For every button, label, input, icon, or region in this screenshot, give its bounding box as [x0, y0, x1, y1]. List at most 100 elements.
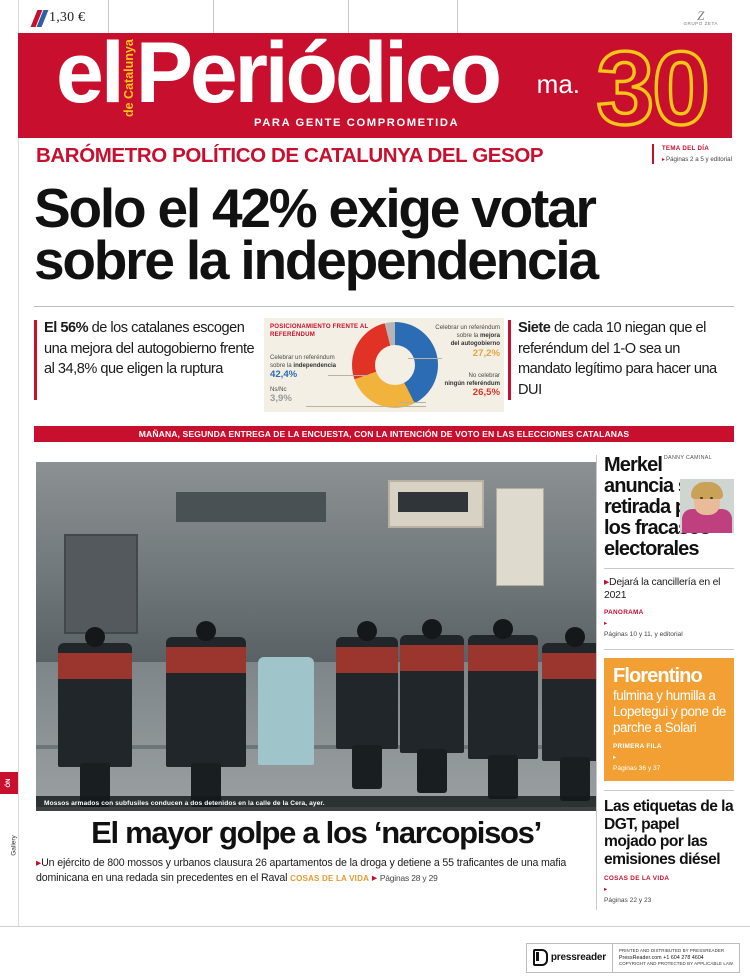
tema-label: TEMA DEL DÍA [661, 145, 710, 152]
photo-credit: DANNY CAMINAL [663, 455, 712, 461]
chart-label-autogobierno-bold: mejora [480, 332, 500, 340]
price-value: 1,30 € [49, 10, 86, 25]
bullet-triangle-icon: ▸ [371, 871, 378, 884]
rail-item-florentino[interactable]: Florentino fulmina y humilla a Lopetegui… [604, 658, 734, 781]
photo-caption: Mossos armados con subfusiles conducen a… [36, 796, 596, 811]
pressreader-badge: pressreader PRINTED AND DISTRIBUTED BY P… [525, 943, 740, 973]
summary-right: Siete de cada 10 niegan que el referéndu… [508, 318, 734, 400]
photo-officer [542, 627, 596, 801]
lead-headline-line-2: sobre la independencia [34, 229, 599, 291]
photo-caption-text: Mossos armados con subfusiles conducen a… [44, 800, 325, 807]
pressreader-brand: pressreader [550, 952, 606, 964]
rail-dgt-pages: ▸ Páginas 22 y 23 [604, 885, 734, 905]
summary-right-text: Siete de cada 10 niegan que el referéndu… [518, 320, 717, 398]
chart-value-nsnc: 3,9% [270, 393, 292, 405]
leader-line-ninguno [398, 402, 426, 403]
rail-florentino-meta: PRIMERA FILA ▸ Páginas 36 y 37 [613, 742, 726, 773]
leader-line-independencia [328, 375, 368, 376]
bottom-story-subhead-text: Un ejército de 800 mossos y urbanos clau… [36, 857, 567, 884]
chart-label-ningun-l1: No celebrar [468, 372, 501, 379]
rail-rule [604, 790, 734, 791]
pressreader-line-3: COPYRIGHT AND PROTECTED BY APPLICABLE LA… [618, 961, 733, 966]
photo-officer [58, 627, 132, 807]
masthead: el de Catalunya Periódico PARA GENTE COM… [18, 33, 732, 135]
tema-del-dia-box[interactable]: TEMA DEL DÍA Páginas 2 a 5 y editorial [651, 144, 732, 164]
photo-awning [176, 492, 326, 522]
donut-chart [352, 322, 438, 408]
lightning-bolt-icon [30, 9, 49, 27]
bullet-triangle-icon: ▸ [604, 886, 608, 893]
bottom-story-headline: El mayor golpe a los ‘narcopisos’ [91, 815, 542, 850]
photo-window [64, 534, 138, 634]
lead-kicker-row: BARÓMETRO POLÍTICO DE CATALUNYA DEL GESO… [18, 144, 732, 170]
pressreader-p-icon [532, 949, 548, 967]
chart-label-independencia-l1: Celebrar un referéndum [270, 354, 335, 361]
pressreader-line-2: PressReader.com +1 604 278 4604 [618, 954, 704, 961]
rail-merkel-meta: PANORAMA ▸ Páginas 10 y 11, y editorial [604, 608, 734, 639]
edge-tab[interactable]: ÓN [0, 772, 18, 794]
rail-item-merkel[interactable]: Merkel anuncia su retirada por los fraca… [604, 455, 734, 639]
leader-line-autogobierno [408, 358, 442, 359]
chart-label-autogobierno: Celebrar un referéndum sobre la mejora d… [408, 324, 500, 358]
photo-curb [36, 745, 596, 749]
rail-rule [604, 568, 734, 569]
pressreader-line-1: PRINTED AND DISTRIBUTED BY PRESSREADER [618, 948, 725, 953]
bottom-story: El mayor golpe a los ‘narcopisos’ ▸Un ej… [36, 816, 596, 886]
masthead-logo: el de Catalunya Periódico [56, 33, 502, 123]
rail-merkel-section[interactable]: PANORAMA [604, 609, 644, 616]
rail-merkel-pages: ▸ Páginas 10 y 11, y editorial [604, 619, 734, 639]
masthead-word-periodico: Periódico [135, 33, 502, 121]
lead-headline-line-1: Solo el 42% exige votar [34, 177, 597, 239]
chart-label-independencia: Celebrar un referéndum sobre la independ… [270, 354, 350, 380]
chart-label-nsnc: Ns/Nc 3,9% [270, 386, 330, 405]
bullet-triangle-icon: ▸ [604, 620, 608, 627]
grupo-zeta-logo: Z GRUPO ZETA [683, 9, 732, 26]
rail-rule [604, 649, 734, 650]
left-edge-strip: ÓN Gallery [0, 0, 19, 926]
rail-merkel-headline: Merkel anuncia su retirada por los fraca… [604, 454, 711, 560]
bottom-story-section[interactable]: COSAS DE LA VIDA [290, 873, 370, 883]
headline-divider [34, 306, 734, 307]
masthead-day-number: 30 [595, 33, 712, 135]
chart-title: POSICIONAMIENTO FRENTE AL REFERÉNDUM [270, 323, 369, 338]
rail-florentino-pages: ▸ Páginas 36 y 37 [613, 753, 726, 773]
rail-dgt-meta: COSAS DE LA VIDA ▸ Páginas 22 y 23 [604, 874, 734, 905]
price-block: 1,30 € [18, 9, 108, 27]
masthead-word-el: el [56, 33, 125, 121]
bullet-triangle-icon: ▸ [36, 857, 42, 869]
rail-florentino-body: fulmina y humilla a Lopetegui y pone de … [613, 688, 726, 735]
photo-doorway [496, 488, 544, 586]
bullet-triangle-icon: ▸ [613, 754, 617, 761]
lead-headline: Solo el 42% exige votar sobre la indepen… [34, 177, 734, 291]
rail-divider [596, 455, 597, 910]
footer: pressreader PRINTED AND DISTRIBUTED BY P… [0, 926, 750, 979]
rail-dgt-section[interactable]: COSAS DE LA VIDA [604, 875, 670, 882]
leader-line-nsnc [306, 406, 426, 407]
promo-strip: MAÑANA, SEGUNDA ENTREGA DE LA ENCUESTA, … [34, 426, 734, 442]
chart-label-ningun-bold: ningún referéndum [444, 380, 500, 388]
masthead-day-abbr: ma. [536, 69, 580, 99]
summary-right-rule [508, 320, 511, 400]
edge-vertical-text: Gallery [10, 835, 18, 856]
photo-detainee [258, 657, 314, 765]
summary-left-rule [34, 320, 37, 400]
right-rail: Merkel anuncia su retirada por los fraca… [596, 455, 734, 910]
pressreader-legal: PRINTED AND DISTRIBUTED BY PRESSREADER P… [611, 944, 739, 972]
rail-item-dgt[interactable]: Las etiquetas de la DGT, papel mojado po… [604, 798, 734, 905]
photo-officer [400, 619, 464, 793]
bottom-story-subhead: ▸Un ejército de 800 mossos y urbanos cla… [36, 856, 596, 886]
pressreader-logo: pressreader [527, 944, 612, 972]
top-info-bar: 1,30 € MARTES 30 DE OCTUBRE DEL 2018 CON… [18, 0, 732, 83]
merkel-photo [680, 479, 734, 533]
chart-label-ningun: No celebrar ningún referéndum 26,5% [408, 372, 500, 398]
rail-florentino-section[interactable]: PRIMERA FILA [613, 743, 662, 750]
photo-shopfront [388, 480, 484, 528]
rail-merkel-bullet: ▸Dejará la cancillería en el 2021 [604, 577, 721, 601]
chart-label-autogobierno-l2: sobre la [456, 332, 481, 340]
grupo-zeta-label: GRUPO ZETA [683, 21, 718, 26]
edge-tab-label: ÓN [6, 778, 12, 788]
summary-left: El 56% de los catalanes escogen una mejo… [34, 318, 256, 400]
chart-value-ningun: 26,5% [472, 387, 500, 399]
rail-florentino-headline: Florentino [613, 665, 703, 687]
